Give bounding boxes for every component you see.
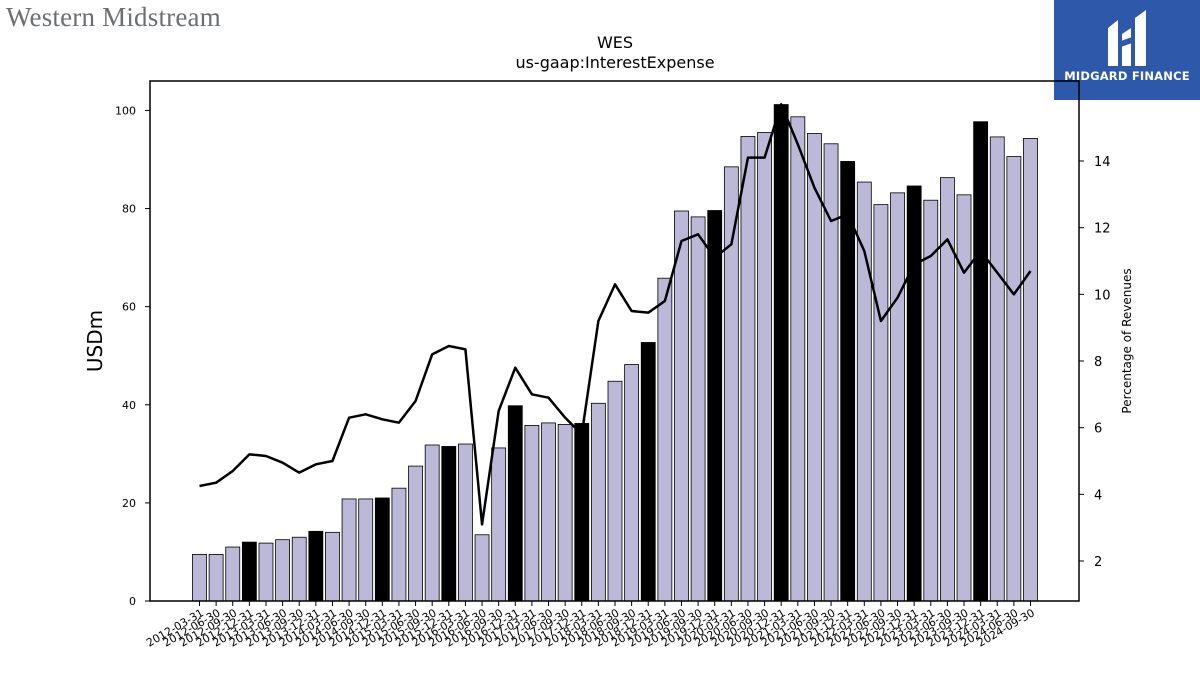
plot-frame xyxy=(149,80,1080,602)
bar-2014-09-30 xyxy=(358,498,374,602)
bar-2019-12-31 xyxy=(707,210,723,602)
bar-2019-03-31 xyxy=(657,277,673,602)
bar-2021-03-31 xyxy=(790,116,806,602)
bar-2015-06-30 xyxy=(408,465,423,602)
bar-2018-03-31 xyxy=(590,402,606,602)
y-tick-label: 60 xyxy=(122,301,136,314)
y2-tick-label: 12 xyxy=(1094,222,1111,237)
y-tick-label: 40 xyxy=(122,399,136,412)
bar-2020-12-31 xyxy=(773,104,789,602)
bar-2024-06-30 xyxy=(1006,156,1022,602)
y2-tick-label: 8 xyxy=(1094,355,1102,370)
brand-name: MIDGARD FINANCE xyxy=(1064,69,1190,83)
bar-2019-06-30 xyxy=(674,210,689,602)
y2-tick-label: 6 xyxy=(1094,422,1102,437)
bar-2020-06-30 xyxy=(740,136,756,602)
bar-2013-09-30 xyxy=(291,536,307,602)
chart-title: WES xyxy=(597,33,633,52)
bar-2021-06-30 xyxy=(807,133,822,602)
bar-2014-06-30 xyxy=(341,498,357,602)
bar-2024-03-31 xyxy=(989,136,1005,602)
bar-2017-06-30 xyxy=(541,422,556,602)
bars-layer xyxy=(192,104,1038,602)
bar-2018-09-30 xyxy=(624,364,640,602)
bar-2016-03-31 xyxy=(458,443,473,602)
bar-2015-12-31 xyxy=(441,446,457,602)
bar-2012-06-30 xyxy=(208,554,224,602)
bar-2023-03-31 xyxy=(923,199,939,602)
company-logo-text: Western Midstream xyxy=(6,2,221,32)
bar-2017-03-31 xyxy=(524,424,540,602)
bar-2014-03-31 xyxy=(325,531,340,602)
bar-2015-09-30 xyxy=(424,444,440,602)
y2-axis-label: Percentage of Revenues xyxy=(1120,268,1134,413)
bar-2015-03-31 xyxy=(391,487,407,602)
y2-tick-label: 2 xyxy=(1094,555,1102,570)
bar-2016-06-30 xyxy=(474,534,490,602)
bar-2013-03-31 xyxy=(258,542,274,602)
bar-2013-06-30 xyxy=(275,539,291,602)
bar-2018-12-31 xyxy=(640,342,656,602)
y-tick-label: 100 xyxy=(115,104,136,117)
bar-2012-03-31 xyxy=(192,554,207,602)
bar-2017-09-30 xyxy=(557,423,573,602)
bar-2016-09-30 xyxy=(491,447,507,602)
brand-mark-icon xyxy=(1108,10,1146,66)
y2-tick-label: 14 xyxy=(1094,155,1111,170)
bar-2018-06-30 xyxy=(607,380,623,602)
bar-2019-09-30 xyxy=(690,216,706,602)
brand-logo-box: MIDGARD FINANCE xyxy=(1054,0,1200,100)
bar-2024-09-30 xyxy=(1023,137,1038,602)
bar-2022-06-30 xyxy=(873,204,889,602)
bar-2020-09-30 xyxy=(757,132,772,602)
y2-tick-label: 10 xyxy=(1094,288,1111,303)
bar-2023-09-30 xyxy=(956,194,972,602)
line-layer xyxy=(199,103,1032,526)
y-tick-label: 20 xyxy=(122,497,136,510)
y-tick-label: 0 xyxy=(129,595,136,608)
y-axis-label: USDm xyxy=(83,310,107,372)
bar-2023-12-31 xyxy=(973,121,989,602)
bar-2012-12-31 xyxy=(241,541,257,602)
company-logo: Western Midstream xyxy=(6,2,221,33)
bar-2022-03-31 xyxy=(856,181,872,602)
bar-2022-09-30 xyxy=(890,192,905,602)
bar-2016-12-31 xyxy=(507,405,523,602)
bar-2022-12-31 xyxy=(906,185,922,602)
bar-2020-03-31 xyxy=(723,166,739,602)
y-tick-label: 80 xyxy=(122,203,136,216)
bar-2013-12-31 xyxy=(308,530,324,602)
bar-2014-12-31 xyxy=(374,497,390,602)
y2-tick-label: 4 xyxy=(1094,488,1102,503)
bar-2017-12-31 xyxy=(574,423,590,602)
chart-subtitle: us-gaap:InterestExpense xyxy=(515,53,714,72)
bar-2012-09-30 xyxy=(225,546,241,602)
